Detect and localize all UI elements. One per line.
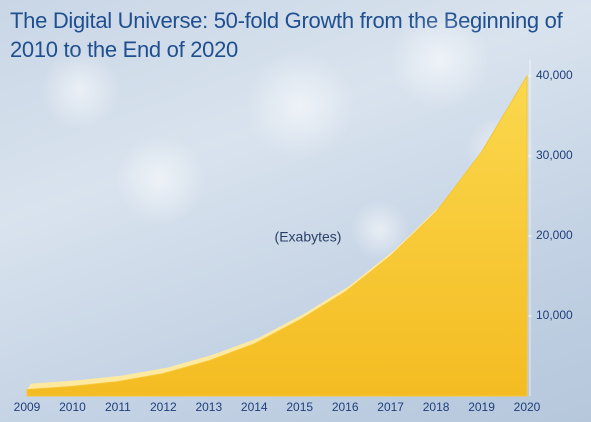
x-tick-label: 2016 [332,400,359,414]
annotation: (Exabytes) [275,229,342,245]
x-tick-label: 2015 [286,400,313,414]
y-tick-label: 20,000 [536,228,573,242]
y-tick-label: 10,000 [536,308,573,322]
x-tick-label: 2010 [59,400,86,414]
x-tick-label: 2011 [105,400,131,414]
x-tick-label: 2012 [150,400,177,414]
y-tick-label: 40,000 [536,68,573,82]
area [26,74,528,397]
x-tick-label: 2018 [423,400,450,414]
x-tick-label: 2017 [377,400,404,414]
x-tick-label: 2020 [514,400,541,414]
y-tick-label: 30,000 [536,148,573,162]
x-tick-label: 2013 [195,400,222,414]
x-tick-label: 2014 [241,400,268,414]
x-tick-label: 2019 [468,400,495,414]
x-tick-label: 2009 [14,400,41,414]
